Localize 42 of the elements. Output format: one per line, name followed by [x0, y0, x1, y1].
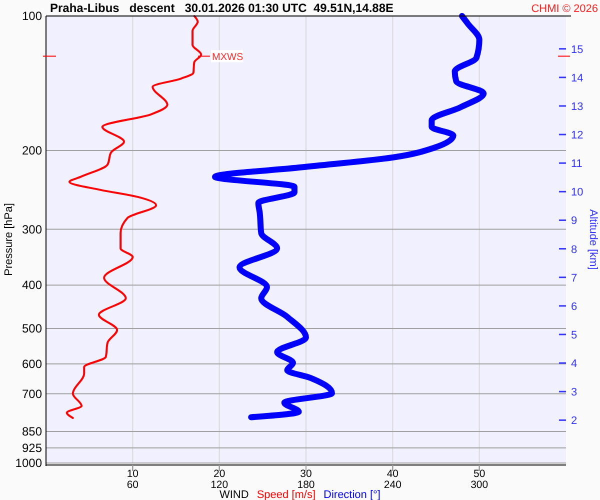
- y2-tick-label: 13: [571, 100, 584, 113]
- x-tick-label: 20: [213, 468, 226, 480]
- y2-tick-label: 5: [571, 329, 578, 342]
- y2-tick-label: 10: [571, 186, 584, 199]
- y-tick-label: 300: [22, 222, 42, 236]
- y2-tick-label: 11: [571, 158, 582, 170]
- annotation: MXWS: [212, 52, 244, 64]
- y2-tick-label: 12: [571, 130, 584, 142]
- y-tick-label: 700: [22, 386, 42, 401]
- y-tick-label: 850: [22, 424, 42, 438]
- x-axis-title: WIND: [219, 489, 249, 500]
- x-tick-label: 10: [126, 468, 139, 480]
- y2-tick-label: 6: [571, 300, 578, 313]
- x2-tick-label: 240: [384, 479, 402, 491]
- y2-tick-label: 2: [571, 415, 578, 428]
- y2-tick-label: 3: [571, 386, 578, 399]
- y2-axis-title: Altitude [km]: [587, 209, 599, 270]
- x2-tick-label: 120: [210, 479, 228, 491]
- x-tick-label: 30: [300, 468, 312, 480]
- chart-title: Praha-Libus descent 30.01.2026 01:30 UTC 49.51N,14.88E: [50, 1, 394, 15]
- y2-tick-label: 9: [571, 215, 578, 228]
- y-tick-label: 100: [22, 9, 42, 23]
- y-tick-label: 200: [22, 144, 42, 158]
- x2-tick-label: 300: [470, 479, 488, 491]
- y2-tick-label: 15: [571, 44, 584, 56]
- x2-tick-label: 60: [126, 479, 139, 491]
- y-tick-label: 600: [22, 356, 42, 371]
- y2-tick-label: 14: [571, 72, 584, 84]
- text: Speed [m/s]: [256, 489, 316, 500]
- y-axis-title: Pressure [hPa]: [3, 203, 15, 276]
- text: Direction [°]: [324, 489, 381, 500]
- text: CHMI © 2026: [531, 3, 598, 15]
- y-tick-label: 400: [22, 278, 42, 292]
- x-tick-label: 50: [473, 468, 486, 480]
- y-tick-label: 1000: [15, 456, 42, 470]
- y2-tick-label: 4: [571, 358, 578, 370]
- y-tick-label: 925: [22, 440, 42, 455]
- y2-tick-label: 7: [571, 272, 578, 284]
- y2-tick-label: 8: [571, 244, 578, 256]
- x2-tick-label: 180: [297, 479, 315, 491]
- x-tick-label: 40: [386, 468, 399, 480]
- y-tick-label: 500: [22, 321, 42, 336]
